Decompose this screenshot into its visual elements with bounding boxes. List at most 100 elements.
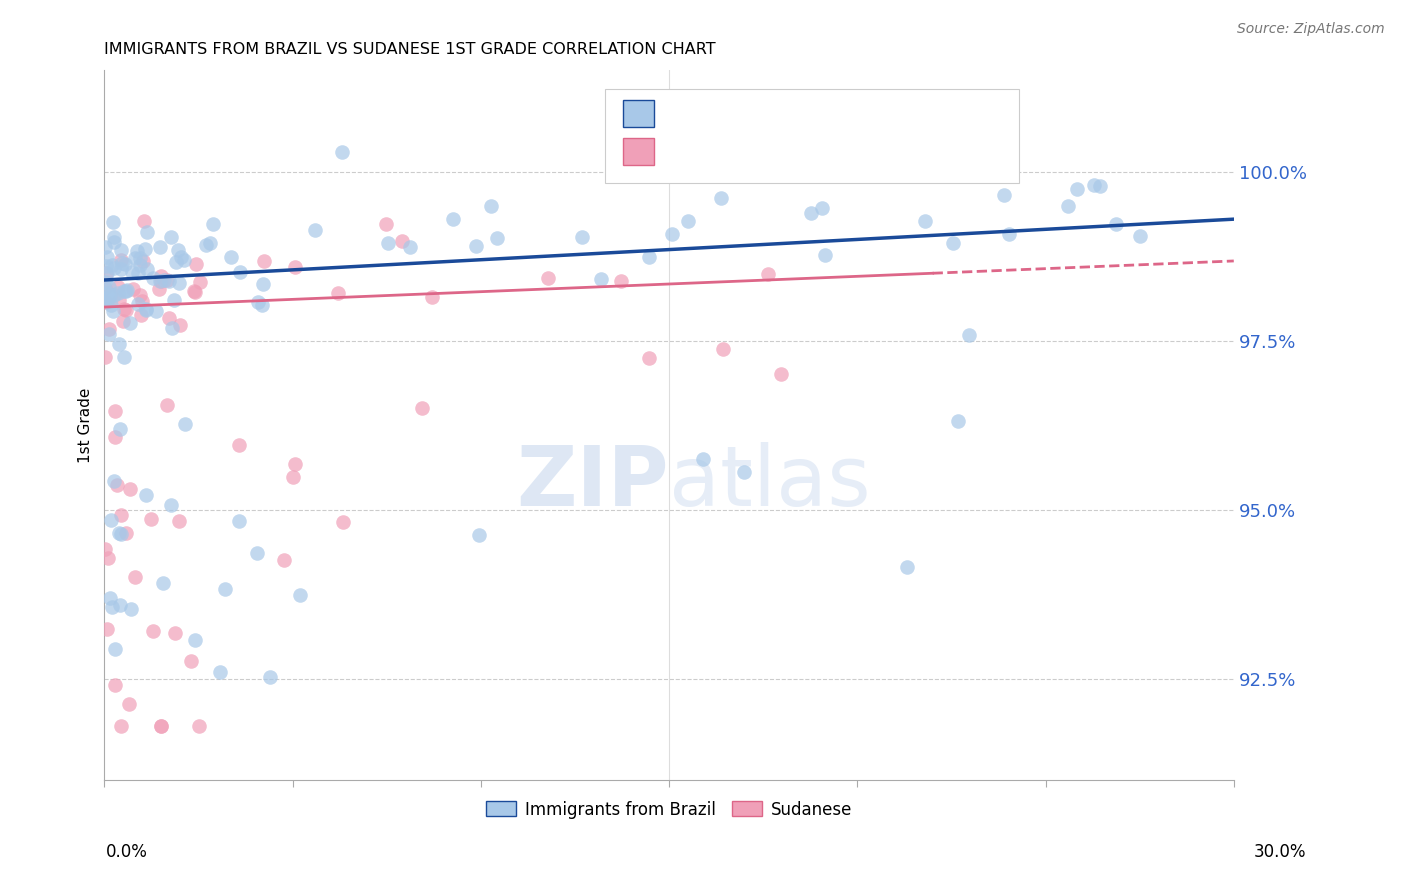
Point: [97, 551, 120, 566]
Point: [637, 351, 659, 365]
Point: [108, 422, 131, 436]
Point: [167, 514, 190, 528]
Point: [326, 286, 349, 301]
Text: IMMIGRANTS FROM BRAZIL VS SUDANESE 1ST GRADE CORRELATION CHART: IMMIGRANTS FROM BRAZIL VS SUDANESE 1ST G…: [104, 42, 716, 57]
Point: [711, 343, 734, 357]
Text: 0.0%: 0.0%: [105, 843, 148, 861]
Text: 67: 67: [876, 143, 901, 161]
Point: [118, 316, 141, 330]
Point: [122, 282, 145, 296]
Point: [127, 266, 149, 280]
Point: [149, 240, 172, 254]
Point: [149, 719, 172, 733]
Point: [188, 276, 211, 290]
Point: [103, 260, 125, 275]
Point: [129, 258, 152, 272]
Point: [103, 235, 125, 249]
Point: [160, 230, 183, 244]
Point: [149, 274, 172, 288]
Point: [157, 311, 180, 326]
Point: [391, 235, 413, 249]
Point: [94, 276, 117, 290]
Text: 30.0%: 30.0%: [1253, 843, 1306, 861]
Point: [214, 582, 236, 596]
Point: [97, 293, 120, 307]
Point: [756, 267, 779, 281]
Point: [134, 242, 156, 256]
Point: [464, 239, 486, 253]
Point: [104, 430, 127, 444]
Point: [468, 528, 491, 542]
Point: [288, 588, 311, 602]
Point: [676, 214, 699, 228]
Point: [97, 286, 120, 301]
Point: [332, 516, 354, 530]
Point: [132, 214, 155, 228]
Point: [153, 272, 176, 286]
Point: [97, 326, 120, 341]
Point: [246, 294, 269, 309]
Point: [169, 318, 191, 332]
Point: [107, 337, 129, 351]
Point: [810, 201, 832, 215]
Point: [124, 570, 146, 584]
Point: [253, 254, 276, 268]
Text: 120: 120: [876, 104, 914, 122]
Point: [114, 303, 136, 318]
Point: [103, 230, 125, 244]
Point: [101, 303, 124, 318]
Point: [201, 217, 224, 231]
Point: [114, 525, 136, 540]
Point: [108, 599, 131, 613]
Point: [186, 257, 208, 271]
Point: [101, 258, 124, 272]
Point: [160, 321, 183, 335]
Text: atlas: atlas: [669, 442, 870, 523]
Point: [94, 291, 117, 305]
Point: [160, 498, 183, 512]
Point: [124, 251, 146, 265]
Point: [800, 206, 823, 220]
Point: [118, 698, 141, 712]
Point: [229, 265, 252, 279]
Point: [148, 282, 170, 296]
Point: [131, 294, 153, 309]
Point: [110, 243, 132, 257]
Point: [250, 298, 273, 312]
Point: [1105, 218, 1128, 232]
Point: [219, 250, 242, 264]
Point: [957, 328, 980, 343]
Point: [163, 626, 186, 640]
Point: [110, 526, 132, 541]
Point: [112, 314, 135, 328]
Point: [228, 514, 250, 528]
Point: [96, 295, 118, 310]
Text: ZIP: ZIP: [516, 442, 669, 523]
Point: [107, 279, 129, 293]
Point: [228, 438, 250, 452]
Point: [114, 350, 136, 364]
Point: [100, 298, 122, 312]
Point: [97, 322, 120, 336]
Point: [132, 254, 155, 268]
Point: [150, 719, 173, 733]
Point: [183, 284, 205, 298]
Point: [374, 217, 396, 231]
Point: [184, 632, 207, 647]
Point: [441, 211, 464, 226]
Text: R =: R =: [665, 104, 702, 122]
Point: [815, 141, 838, 155]
Point: [411, 401, 433, 415]
Point: [163, 293, 186, 307]
Point: [114, 257, 136, 271]
Point: [610, 274, 633, 288]
Point: [142, 271, 165, 285]
Point: [1066, 182, 1088, 196]
Point: [96, 266, 118, 280]
Point: [108, 525, 131, 540]
Point: [120, 482, 142, 496]
Point: [135, 301, 157, 316]
Point: [129, 308, 152, 322]
Point: [112, 302, 135, 317]
Point: [96, 291, 118, 305]
